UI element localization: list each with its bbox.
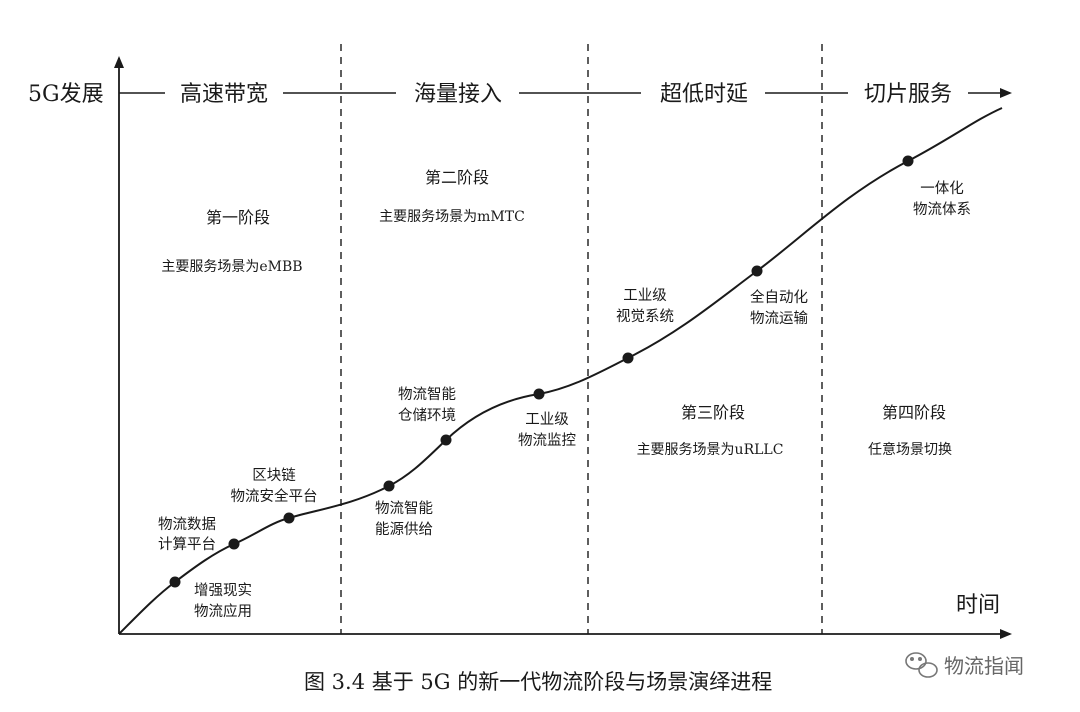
milestone-point xyxy=(228,538,240,550)
milestone-2: 物流数据 计算平台 xyxy=(158,516,240,553)
milestone-label: 仓储环境 xyxy=(398,406,456,424)
milestone-label: 区块链 xyxy=(252,467,296,484)
milestone-label: 物流安全平台 xyxy=(231,487,318,505)
milestone-6: 工业级 物流监控 xyxy=(518,388,576,449)
milestone-4: 物流智能 能源供给 xyxy=(375,480,433,538)
milestone-8: 全自动化 物流运输 xyxy=(750,265,808,327)
milestone-label: 物流智能 xyxy=(375,500,433,517)
milestone-label: 视觉系统 xyxy=(616,308,674,325)
milestone-point xyxy=(440,434,452,446)
watermark-text: 物流指闻 xyxy=(944,655,1024,678)
milestone-label: 计算平台 xyxy=(158,536,216,553)
stage-3-desc: 主要服务场景为uRLLC xyxy=(637,442,784,458)
milestone-label: 工业级 xyxy=(525,411,569,428)
header-ultra-low-latency: 超低时延 xyxy=(660,82,748,107)
milestone-point xyxy=(169,576,181,588)
milestone-9: 一体化 物流体系 xyxy=(902,155,971,218)
header-slice-service: 切片服务 xyxy=(864,82,952,107)
milestone-7: 工业级 视觉系统 xyxy=(616,287,674,364)
header-massive-access: 海量接入 xyxy=(414,82,502,107)
milestone-label: 物流体系 xyxy=(913,201,971,218)
milestone-1: 增强现实 物流应用 xyxy=(169,576,252,620)
watermark: 物流指闻 xyxy=(905,652,1024,678)
milestone-label: 物流运输 xyxy=(750,310,808,327)
x-axis-label: 时间 xyxy=(956,593,1000,618)
stage-3-title: 第三阶段 xyxy=(681,403,745,422)
milestone-point xyxy=(533,388,545,400)
development-curve xyxy=(118,107,1003,635)
figure-caption: 图 3.4 基于 5G 的新一代物流阶段与场景演绎进程 xyxy=(304,670,772,694)
milestone-label: 一体化 xyxy=(920,180,964,197)
milestone-label: 物流应用 xyxy=(194,602,252,620)
stage-4-desc: 任意场景切换 xyxy=(868,441,952,458)
stage-dividers xyxy=(340,44,823,634)
milestone-label: 物流监控 xyxy=(518,432,576,449)
milestone-point xyxy=(751,265,763,277)
y-axis-label: 5G发展 xyxy=(28,82,104,107)
milestone-label: 物流智能 xyxy=(398,386,456,403)
milestone-label: 增强现实 xyxy=(194,582,252,599)
stage-1-desc: 主要服务场景为eMBB xyxy=(161,259,302,275)
stage-2-title: 第二阶段 xyxy=(425,168,489,187)
milestone-label: 全自动化 xyxy=(750,288,808,306)
milestone-5: 物流智能 仓储环境 xyxy=(398,386,456,446)
milestone-label: 能源供给 xyxy=(375,521,433,538)
milestone-3: 区块链 物流安全平台 xyxy=(231,467,318,524)
stage-2-desc: 主要服务场景为mMTC xyxy=(379,209,525,225)
chat-bubble-icon xyxy=(905,652,938,678)
header-high-bandwidth: 高速带宽 xyxy=(180,82,268,107)
milestone-point xyxy=(283,512,295,524)
milestone-label: 工业级 xyxy=(623,287,667,304)
stage-4-title: 第四阶段 xyxy=(882,403,946,422)
stage-1-title: 第一阶段 xyxy=(206,208,270,227)
milestone-point xyxy=(622,352,634,364)
milestone-point xyxy=(383,480,395,492)
milestone-point xyxy=(902,155,914,167)
milestone-label: 物流数据 xyxy=(158,516,216,533)
